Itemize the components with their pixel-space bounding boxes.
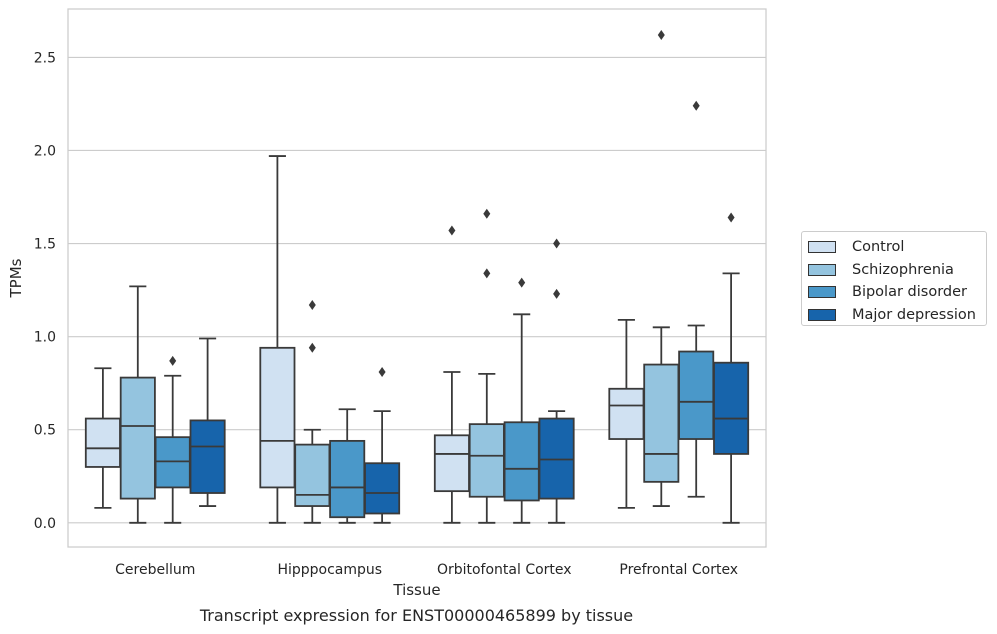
outlier-point bbox=[727, 212, 735, 223]
legend-label-bipolar-disorder: Bipolar disorder bbox=[852, 284, 967, 301]
outlier-point bbox=[553, 288, 561, 299]
box-iqr bbox=[503, 421, 540, 502]
legend-item-schizophrenia: Schizophrenia bbox=[808, 259, 986, 282]
box-cerebellum-bipolar-disorder bbox=[154, 355, 191, 524]
legend-swatch-schizophrenia bbox=[808, 263, 836, 276]
box-prefrontal-cortex-major-depression bbox=[713, 212, 750, 524]
y-tick-0-0: 0.0 bbox=[34, 516, 56, 532]
legend-item-bipolar-disorder: Bipolar disorder bbox=[808, 281, 986, 304]
box-iqr bbox=[608, 387, 645, 440]
box-iqr bbox=[294, 443, 331, 507]
box-iqr bbox=[468, 423, 505, 498]
legend-swatch-bipolar-disorder bbox=[808, 286, 836, 299]
box-cerebellum-major-depression bbox=[189, 337, 226, 507]
box-cerebellum-control bbox=[84, 367, 121, 509]
legend-item-control: Control bbox=[808, 236, 986, 259]
box-iqr bbox=[154, 436, 191, 489]
box-iqr bbox=[433, 434, 470, 493]
box-iqr bbox=[189, 419, 226, 494]
plot-frame bbox=[67, 8, 767, 548]
y-tick-2-5: 2.5 bbox=[34, 50, 56, 66]
box-prefrontal-cortex-bipolar-disorder bbox=[678, 100, 715, 498]
box-iqr bbox=[119, 376, 156, 500]
box-iqr bbox=[538, 417, 575, 500]
x-tick-labels: Cerebellum Hipppocampus Orbitofontal Corte… bbox=[115, 562, 738, 578]
legend-swatch-control bbox=[808, 241, 836, 254]
legend-label-schizophrenia: Schizophrenia bbox=[852, 261, 954, 278]
box-hipppocampus-bipolar-disorder bbox=[329, 408, 366, 524]
box-hipppocampus-schizophrenia bbox=[294, 299, 331, 524]
legend-item-major-depression: Major depression bbox=[808, 304, 986, 327]
y-axis-label: TPMs bbox=[7, 258, 25, 298]
box-iqr bbox=[643, 363, 680, 483]
box-iqr bbox=[329, 439, 366, 519]
gridlines bbox=[68, 56, 766, 524]
box-orbitofontal-cortex-bipolar-disorder bbox=[503, 277, 540, 524]
box-orbitofontal-cortex-control bbox=[433, 225, 470, 524]
box-hipppocampus-control bbox=[259, 155, 296, 524]
y-tick-labels: 0.0 0.5 1.0 1.5 2.0 2.5 bbox=[34, 50, 56, 531]
x-tick-cerebellum: Cerebellum bbox=[115, 562, 195, 578]
legend-label-major-depression: Major depression bbox=[852, 306, 976, 323]
box-prefrontal-cortex-control bbox=[608, 318, 645, 509]
y-tick-1-0: 1.0 bbox=[34, 330, 56, 346]
x-tick-hipppocampus: Hipppocampus bbox=[277, 562, 382, 578]
box-iqr bbox=[84, 417, 121, 468]
box-iqr bbox=[678, 350, 715, 440]
legend-label-control: Control bbox=[852, 239, 905, 256]
box-orbitofontal-cortex-schizophrenia bbox=[468, 208, 505, 524]
x-tick-prefrontal-cortex: Prefrontal Cortex bbox=[619, 562, 738, 578]
box-orbitofontal-cortex-major-depression bbox=[538, 238, 575, 524]
box-iqr bbox=[259, 346, 296, 489]
x-axis-label: Tissue bbox=[392, 581, 440, 599]
box-iqr bbox=[364, 462, 401, 515]
outlier-point bbox=[308, 342, 316, 353]
boxes bbox=[84, 30, 750, 524]
outlier-point bbox=[169, 355, 177, 366]
outlier-point bbox=[518, 277, 526, 288]
legend: Control Schizophrenia Bipolar disorder M… bbox=[801, 231, 987, 326]
outlier-point bbox=[553, 238, 561, 249]
box-iqr bbox=[713, 361, 750, 455]
outlier-point bbox=[692, 100, 700, 111]
legend-swatch-major-depression bbox=[808, 308, 836, 321]
outlier-point bbox=[448, 225, 456, 236]
box-cerebellum-schizophrenia bbox=[119, 285, 156, 524]
box-prefrontal-cortex-schizophrenia bbox=[643, 30, 680, 507]
y-tick-0-5: 0.5 bbox=[34, 423, 56, 439]
box-hipppocampus-major-depression bbox=[364, 367, 401, 524]
outlier-point bbox=[308, 299, 316, 310]
y-tick-1-5: 1.5 bbox=[34, 237, 56, 253]
outlier-point bbox=[483, 268, 491, 279]
chart-caption: Transcript expression for ENST0000046589… bbox=[199, 606, 634, 625]
outlier-point bbox=[657, 30, 665, 41]
outlier-point bbox=[378, 367, 386, 378]
x-tick-orbitofontal-cortex: Orbitofontal Cortex bbox=[437, 562, 572, 578]
outlier-point bbox=[483, 208, 491, 219]
y-tick-2-0: 2.0 bbox=[34, 143, 56, 159]
